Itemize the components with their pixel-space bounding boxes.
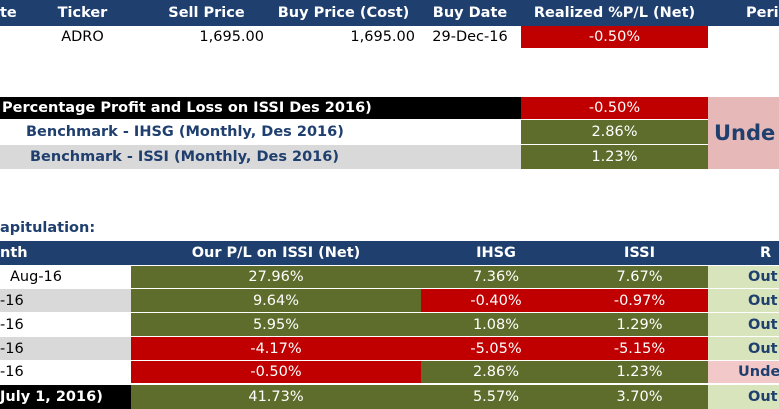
header-period: Peri [708,0,779,26]
recap-total-pl: 41.73% [131,385,421,409]
recap-header-ihsg: IHSG [421,241,571,265]
recap-result: Out [708,313,779,336]
trade-buy-price: 1,695.00 [350,29,415,45]
recap-header-pl: Our P/L on ISSI (Net) [131,241,421,265]
header-buy-date: Buy Date [419,0,521,26]
recap-result: Out [708,289,779,312]
recap-month: -16 [0,316,24,333]
trade-realized-pl: -0.50% [521,26,708,48]
recap-pl: 27.96% [131,266,421,288]
recap-issi: -0.97% [571,289,708,312]
summary-label-ihsg: Benchmark - IHSG (Monthly, Des 2016) [26,124,344,140]
recap-ihsg: 1.08% [421,313,571,336]
recap-issi: 1.29% [571,313,708,336]
summary-value-ihsg: 2.86% [521,120,708,144]
header-date: te [0,0,20,26]
header-sell-price: Sell Price [145,0,268,26]
recap-total-label: July 1, 2016) [0,385,131,409]
recap-month: -16 [0,337,131,360]
recap-total-result: Out [708,385,779,409]
recap-total-issi: 3.70% [571,385,708,409]
summary-label-issi: Benchmark - ISSI (Monthly, Des 2016) [0,145,521,169]
header-buy-price: Buy Price (Cost) [268,0,419,26]
recap-header-result: R [708,241,779,265]
recap-ihsg: -5.05% [421,337,571,360]
recap-total-ihsg: 5.57% [421,385,571,409]
recap-month: -16 [0,364,24,380]
recap-header-month: nth [0,241,131,265]
summary-value-issi: 1.23% [521,145,708,169]
trade-buy-date: 29-Dec-16 [432,29,508,45]
recap-month: -16 [0,289,131,312]
recap-ihsg: -0.40% [421,289,571,312]
recap-issi: -5.15% [571,337,708,360]
recap-pl: 9.64% [131,289,421,312]
header-ticker: Ticker [20,0,145,26]
trade-ticker: ADRO [61,29,104,45]
trade-sell-price: 1,695.00 [199,29,264,45]
recap-pl: -0.50% [131,361,421,383]
recap-result: Out [708,266,779,288]
recap-result: Unde [708,361,779,383]
summary-value-pl: -0.50% [521,97,708,119]
recap-pl: 5.95% [131,313,421,336]
recap-issi: 1.23% [571,361,708,383]
recap-month: Aug-16 [10,269,62,285]
summary-label-pl: Percentage Profit and Loss on ISSI Des 2… [0,97,521,119]
recap-pl: -4.17% [131,337,421,360]
recap-title: apitulation: [0,220,96,236]
recap-result: Out [708,337,779,360]
recap-ihsg: 7.36% [421,266,571,288]
recap-header-issi: ISSI [571,241,708,265]
recap-issi: 7.67% [571,266,708,288]
summary-status: Unde [708,97,779,169]
header-realized-pl: Realized %P/L (Net) [521,0,708,26]
recap-ihsg: 2.86% [421,361,571,383]
